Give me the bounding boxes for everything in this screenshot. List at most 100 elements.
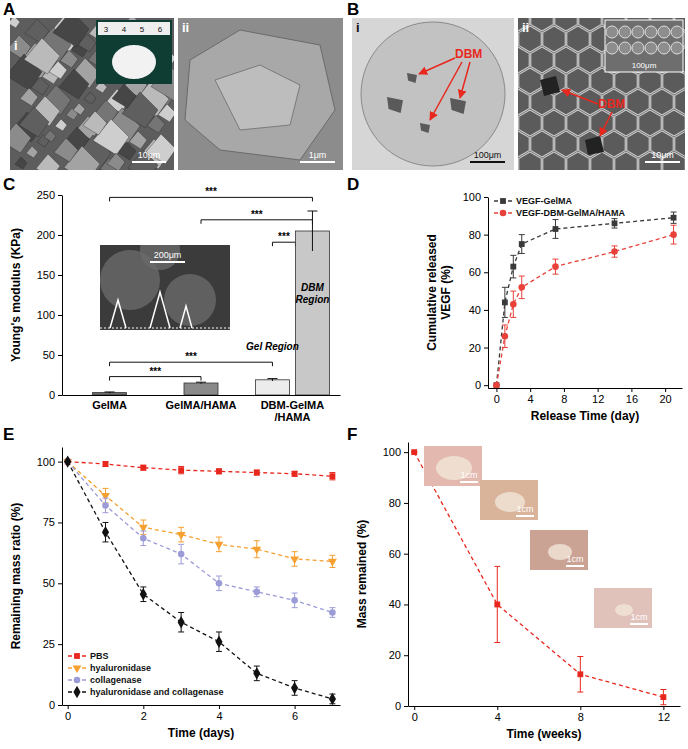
marker	[411, 449, 417, 455]
marker	[329, 693, 336, 705]
tick-label-line: DBM-GelMA	[261, 399, 325, 411]
tick-mark	[665, 388, 666, 392]
pore	[671, 42, 683, 54]
tick-mark	[58, 235, 62, 236]
pore	[531, 47, 554, 73]
marker	[216, 580, 223, 587]
callout-label: DBM	[598, 97, 625, 111]
tick: 250	[37, 189, 62, 201]
scale-bar	[150, 261, 185, 263]
pore	[615, 152, 638, 170]
marker	[291, 682, 298, 694]
scale-bar	[566, 565, 584, 567]
marker	[177, 532, 186, 540]
legend-item: PBS	[68, 651, 109, 661]
particle	[387, 97, 403, 113]
tick-mark	[631, 388, 632, 392]
tick-label: 0	[494, 393, 500, 405]
tick: 0	[494, 388, 500, 405]
legend-item: collagenase	[68, 675, 142, 685]
series-line	[68, 462, 333, 562]
axis: 020406080100	[383, 443, 409, 713]
pore	[619, 26, 631, 38]
series-line	[68, 462, 333, 477]
error-bar	[105, 392, 115, 393]
error-bar	[671, 212, 677, 223]
marker	[329, 609, 336, 616]
marker	[494, 382, 500, 388]
scale-bar	[132, 161, 166, 163]
error-bar	[196, 382, 206, 384]
region-label: Gel Region	[246, 341, 299, 352]
marker	[290, 556, 299, 564]
tick-mark	[58, 462, 62, 463]
tick-label: GelMA	[92, 399, 127, 411]
particle	[53, 18, 89, 47]
tick: 16	[626, 388, 638, 405]
marker	[178, 551, 185, 558]
error-bar	[660, 690, 666, 705]
ruler-label: 6	[158, 25, 163, 34]
inset-photo	[605, 20, 683, 72]
image	[530, 530, 588, 570]
tick: 150	[37, 269, 62, 281]
scale-bar	[460, 481, 478, 483]
series-line	[68, 462, 333, 699]
tick-label: 0	[395, 700, 401, 712]
axis: 04812	[409, 706, 681, 723]
tick: 50	[43, 577, 62, 589]
significance-bracket	[201, 220, 312, 224]
tick-label: 12	[658, 711, 670, 723]
error-bar	[292, 471, 298, 476]
tick-label: 150	[37, 269, 55, 281]
callout-arrow	[419, 58, 455, 74]
legend-label: collagenase	[90, 675, 142, 685]
scale-bar	[630, 623, 648, 625]
figure-container: ABCDEF3456i10μmii1μmDBMi100μm100μmDBMii1…	[0, 0, 688, 749]
particle	[24, 38, 60, 74]
tick: 80	[389, 497, 408, 509]
tick-label: 0	[49, 389, 55, 401]
marker	[611, 248, 618, 255]
marker	[552, 263, 559, 270]
axis-line	[409, 706, 681, 707]
particle	[73, 103, 85, 115]
legend-label: hyaluronidase and collagenase	[90, 687, 224, 697]
sub-label: ii	[522, 20, 529, 35]
error-bar	[329, 608, 335, 618]
tick-mark	[580, 706, 581, 710]
pore	[555, 131, 578, 157]
tick-label: 0	[49, 699, 55, 711]
tick: 8	[578, 706, 584, 723]
image	[594, 588, 652, 628]
tick-label: 100	[463, 191, 481, 203]
error-bar	[254, 470, 260, 475]
tick: 100	[37, 309, 62, 321]
error-bar	[267, 379, 277, 381]
tick-label: 100	[37, 456, 55, 468]
tick-mark	[484, 310, 488, 311]
tick-label: 80	[469, 229, 481, 241]
error-bar	[140, 531, 146, 546]
particle	[36, 154, 60, 170]
series-line	[496, 218, 673, 385]
particle	[15, 157, 27, 169]
pore	[603, 131, 626, 157]
axis: 020406080100	[463, 191, 489, 391]
tick: 6	[292, 705, 298, 722]
panel-label: E	[3, 425, 14, 444]
axis: 050100150200250	[37, 189, 63, 401]
marker	[103, 461, 109, 467]
image	[352, 18, 514, 170]
marker	[253, 589, 260, 596]
legend: VEGF-GelMAVEGF-DBM-GelMA/HAMA	[494, 196, 625, 218]
tick-label: 8	[561, 393, 567, 405]
callout-label: DBM	[455, 47, 482, 61]
tick-label: 100	[383, 446, 401, 458]
pore	[615, 110, 638, 136]
marker	[553, 226, 559, 232]
error-bar	[329, 473, 335, 480]
tick: 12	[658, 706, 670, 723]
tick-mark	[58, 355, 62, 356]
pore	[543, 152, 566, 170]
